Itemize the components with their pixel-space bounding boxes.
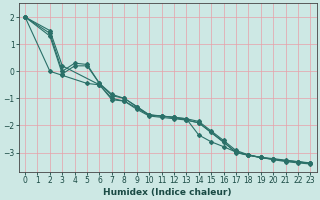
X-axis label: Humidex (Indice chaleur): Humidex (Indice chaleur) [103, 188, 232, 197]
